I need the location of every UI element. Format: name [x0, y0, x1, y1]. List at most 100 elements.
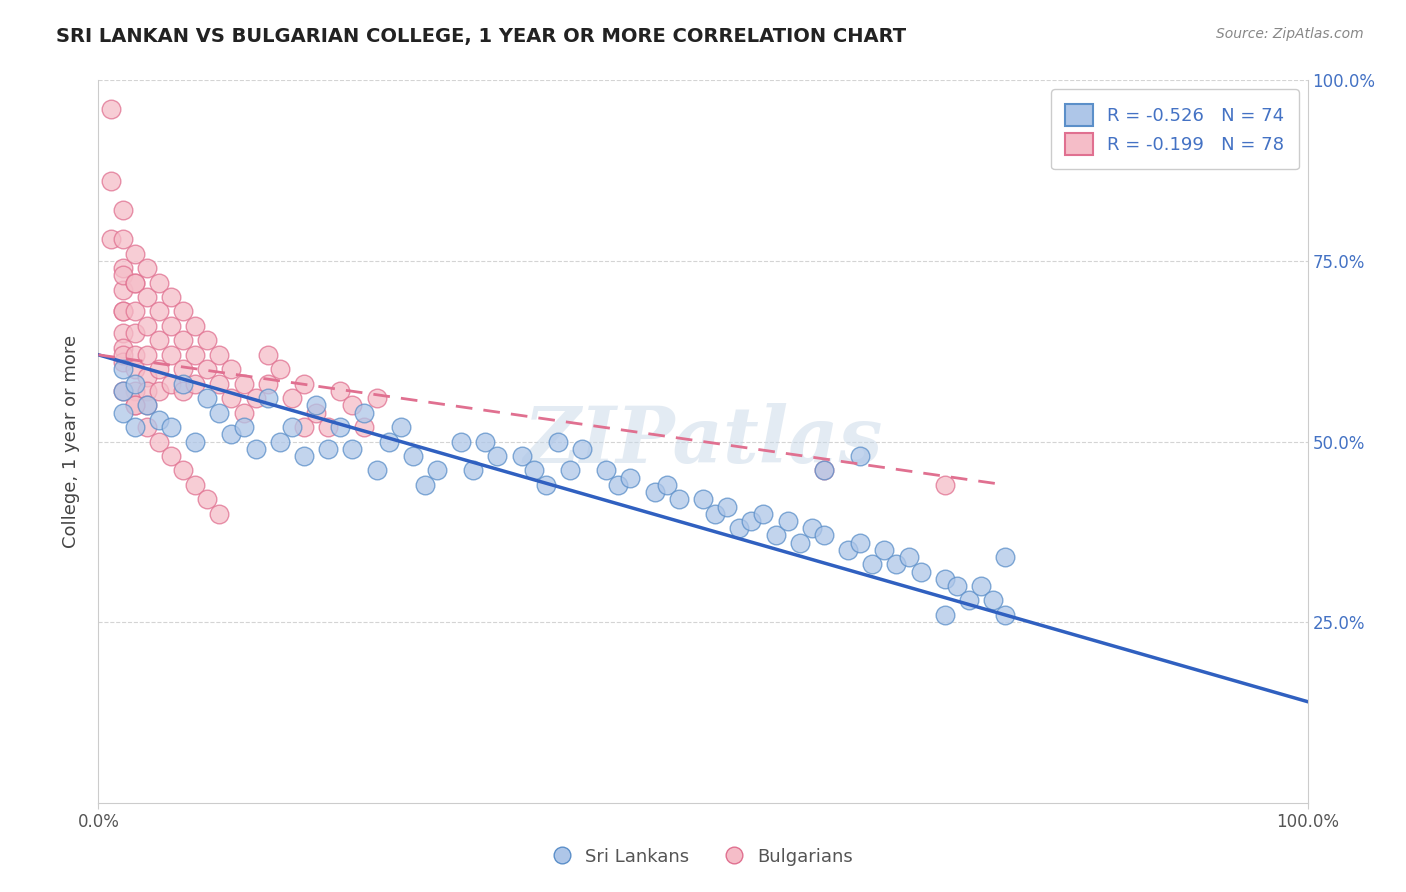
- Point: [111, 304, 134, 318]
- Point: [245, 442, 267, 456]
- Point: [148, 276, 170, 290]
- Point: [148, 413, 170, 427]
- Point: [195, 334, 218, 348]
- Point: [353, 406, 375, 420]
- Point: [135, 261, 157, 276]
- Point: [111, 384, 134, 398]
- Point: [135, 420, 157, 434]
- Point: [124, 276, 146, 290]
- Point: [256, 376, 278, 391]
- Point: [135, 348, 157, 362]
- Point: [994, 607, 1017, 622]
- Y-axis label: College, 1 year or more: College, 1 year or more: [62, 335, 80, 548]
- Point: [886, 558, 908, 572]
- Point: [124, 348, 146, 362]
- Point: [124, 384, 146, 398]
- Point: [184, 376, 207, 391]
- Point: [934, 607, 956, 622]
- Point: [910, 565, 932, 579]
- Point: [957, 593, 980, 607]
- Point: [184, 348, 207, 362]
- Point: [813, 463, 835, 477]
- Point: [692, 492, 714, 507]
- Point: [413, 478, 436, 492]
- Text: SRI LANKAN VS BULGARIAN COLLEGE, 1 YEAR OR MORE CORRELATION CHART: SRI LANKAN VS BULGARIAN COLLEGE, 1 YEAR …: [56, 27, 907, 45]
- Point: [571, 442, 593, 456]
- Point: [934, 478, 956, 492]
- Point: [111, 341, 134, 355]
- Point: [172, 362, 194, 376]
- Point: [776, 514, 799, 528]
- Point: [111, 203, 134, 218]
- Point: [366, 391, 388, 405]
- Point: [135, 398, 157, 412]
- Point: [111, 326, 134, 340]
- Point: [124, 398, 146, 412]
- Point: [148, 384, 170, 398]
- Point: [195, 492, 218, 507]
- Point: [184, 478, 207, 492]
- Point: [111, 384, 134, 398]
- Point: [184, 434, 207, 449]
- Point: [619, 470, 641, 484]
- Point: [111, 348, 134, 362]
- Point: [510, 449, 533, 463]
- Legend: Sri Lankans, Bulgarians: Sri Lankans, Bulgarians: [546, 840, 860, 873]
- Point: [329, 384, 352, 398]
- Point: [100, 232, 122, 246]
- Point: [221, 427, 243, 442]
- Point: [245, 391, 267, 405]
- Point: [281, 391, 304, 405]
- Point: [111, 362, 134, 376]
- Point: [111, 406, 134, 420]
- Point: [148, 304, 170, 318]
- Point: [765, 528, 787, 542]
- Point: [523, 463, 546, 477]
- Point: [221, 391, 243, 405]
- Point: [450, 434, 472, 449]
- Point: [124, 326, 146, 340]
- Point: [426, 463, 449, 477]
- Point: [148, 362, 170, 376]
- Point: [377, 434, 399, 449]
- Point: [740, 514, 762, 528]
- Point: [716, 500, 738, 514]
- Point: [595, 463, 617, 477]
- Point: [704, 507, 727, 521]
- Point: [195, 391, 218, 405]
- Point: [172, 463, 194, 477]
- Point: [160, 449, 183, 463]
- Point: [269, 434, 291, 449]
- Point: [135, 398, 157, 412]
- Point: [946, 579, 969, 593]
- Point: [547, 434, 569, 449]
- Point: [256, 391, 278, 405]
- Point: [366, 463, 388, 477]
- Point: [269, 362, 291, 376]
- Point: [981, 593, 1004, 607]
- Point: [305, 406, 328, 420]
- Point: [292, 449, 315, 463]
- Point: [172, 334, 194, 348]
- Point: [281, 420, 304, 434]
- Point: [208, 507, 231, 521]
- Point: [463, 463, 485, 477]
- Point: [135, 384, 157, 398]
- Point: [402, 449, 425, 463]
- Point: [111, 232, 134, 246]
- Point: [860, 558, 883, 572]
- Point: [813, 463, 835, 477]
- Point: [486, 449, 509, 463]
- Point: [135, 290, 157, 304]
- Point: [111, 283, 134, 297]
- Point: [873, 542, 896, 557]
- Point: [172, 384, 194, 398]
- Point: [111, 355, 134, 369]
- Point: [172, 304, 194, 318]
- Point: [124, 304, 146, 318]
- Point: [558, 463, 581, 477]
- Point: [124, 276, 146, 290]
- Point: [124, 376, 146, 391]
- Point: [111, 268, 134, 283]
- Point: [135, 318, 157, 333]
